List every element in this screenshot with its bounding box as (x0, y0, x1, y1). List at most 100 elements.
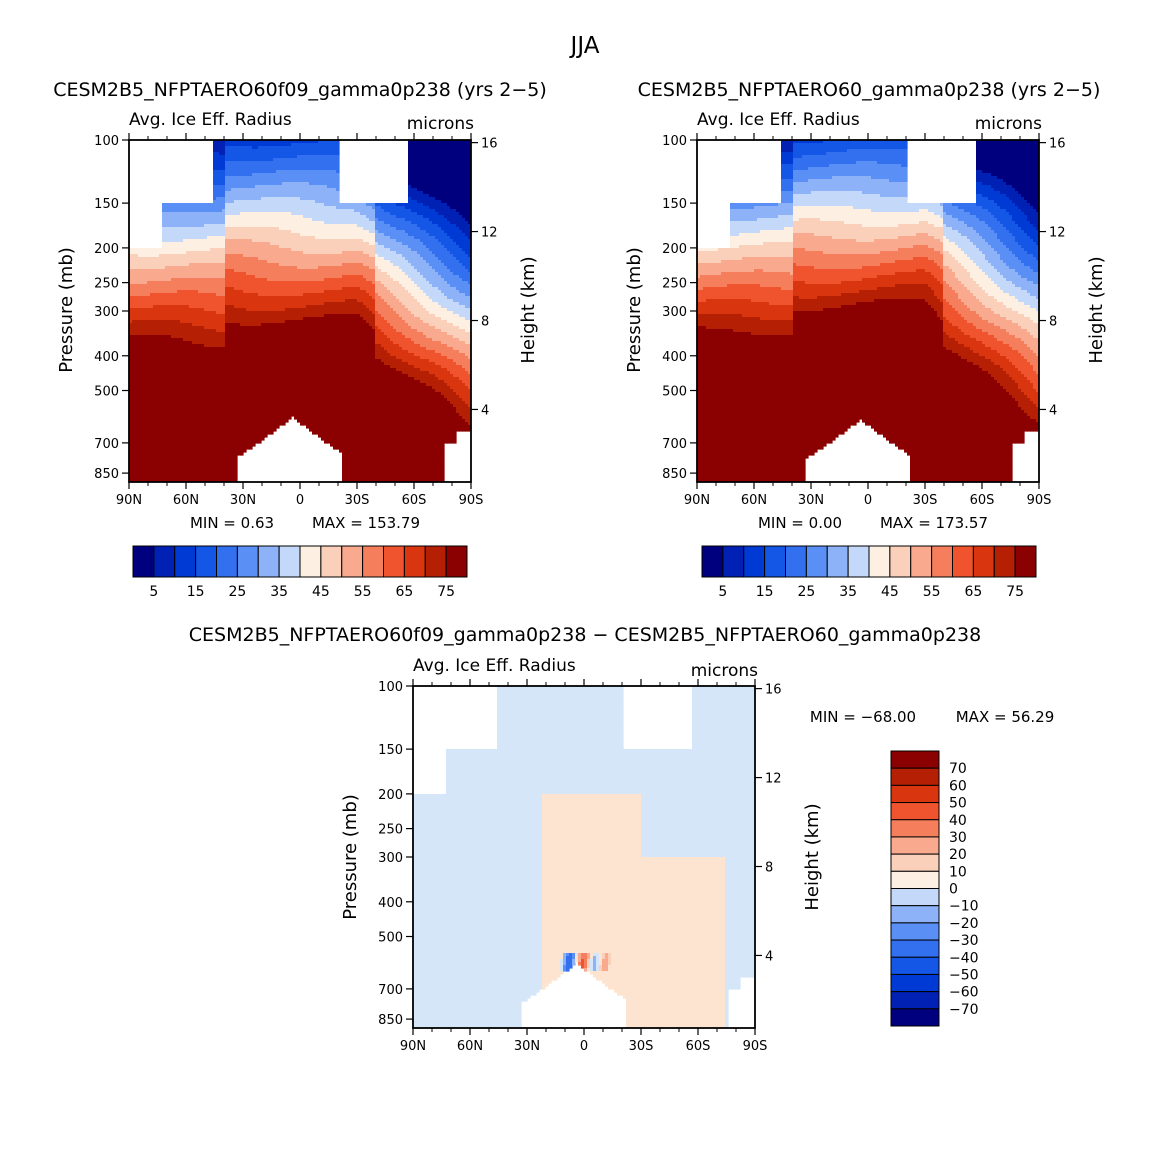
contour-cell (207, 275, 211, 279)
contour-cell (252, 323, 256, 327)
contour-cell (174, 290, 178, 294)
contour-cell (135, 263, 139, 267)
contour-cell (231, 386, 235, 390)
contour-cell (144, 440, 148, 444)
contour-cell (246, 431, 250, 435)
contour-cell (231, 320, 235, 324)
contour-cell (261, 347, 265, 351)
contour-cell (237, 344, 241, 348)
contour-cell (276, 143, 280, 147)
contour-cell (165, 338, 169, 342)
contour-cell (228, 326, 232, 330)
contour-cell (237, 350, 241, 354)
contour-cell (135, 437, 139, 441)
contour-cell (195, 425, 199, 429)
contour-cell (150, 476, 154, 480)
contour-cell (177, 293, 181, 297)
contour-cell (231, 374, 235, 378)
contour-cell (249, 188, 253, 192)
contour-cell (237, 452, 241, 456)
contour-cell (183, 356, 187, 360)
contour-cell (141, 353, 145, 357)
contour-cell (210, 329, 214, 333)
contour-cell (276, 215, 280, 219)
contour-cell (180, 386, 184, 390)
contour-cell (264, 191, 268, 195)
contour-cell (225, 344, 229, 348)
contour-cell (282, 371, 286, 375)
contour-cell (180, 392, 184, 396)
contour-cell (261, 305, 265, 309)
contour-cell (132, 314, 136, 318)
contour-cell (282, 233, 286, 237)
contour-cell (231, 221, 235, 225)
contour-cell (261, 377, 265, 381)
contour-cell (156, 248, 160, 252)
contour-cell (252, 248, 256, 252)
contour-cell (210, 434, 214, 438)
contour-cell (267, 236, 271, 240)
contour-cell (231, 422, 235, 426)
contour-cell (243, 410, 247, 414)
contour-cell (147, 458, 151, 462)
contour-cell (282, 194, 286, 198)
contour-cell (276, 239, 280, 243)
contour-cell (246, 404, 250, 408)
contour-cell (192, 203, 196, 207)
contour-cell (279, 188, 283, 192)
contour-cell (186, 332, 190, 336)
contour-cell (192, 461, 196, 465)
contour-cell (273, 326, 277, 330)
contour-cell (177, 371, 181, 375)
contour-cell (168, 209, 172, 213)
contour-cell (267, 410, 271, 414)
contour-cell (255, 185, 259, 189)
contour-cell (264, 149, 268, 153)
contour-cell (231, 290, 235, 294)
contour-cell (159, 257, 163, 261)
contour-cell (252, 215, 256, 219)
contour-cell (261, 293, 265, 297)
contour-cell (174, 281, 178, 285)
contour-cell (270, 338, 274, 342)
contour-cell (144, 461, 148, 465)
contour-cell (144, 419, 148, 423)
contour-cell (168, 440, 172, 444)
contour-cell (249, 317, 253, 321)
contour-cell (171, 344, 175, 348)
contour-cell (279, 413, 283, 417)
contour-cell (225, 329, 229, 333)
contour-cell (237, 176, 241, 180)
contour-cell (183, 425, 187, 429)
contour-cell (285, 182, 289, 186)
contour-cell (225, 284, 229, 288)
contour-cell (237, 428, 241, 432)
contour-cell (147, 290, 151, 294)
contour-cell (213, 188, 217, 192)
contour-cell (279, 287, 283, 291)
contour-cell (258, 398, 262, 402)
contour-cell (207, 422, 211, 426)
contour-cell (261, 155, 265, 159)
contour-cell (255, 326, 259, 330)
contour-cell (222, 425, 226, 429)
contour-cell (237, 206, 241, 210)
contour-cell (219, 269, 223, 273)
contour-cell (237, 308, 241, 312)
contour-cell (168, 452, 172, 456)
contour-cell (234, 344, 238, 348)
contour-cell (237, 281, 241, 285)
contour-cell (210, 221, 214, 225)
contour-cell (279, 407, 283, 411)
contour-cell (222, 335, 226, 339)
contour-cell (234, 428, 238, 432)
contour-cell (195, 209, 199, 213)
contour-cell (255, 191, 259, 195)
contour-cell (216, 431, 220, 435)
contour-cell (213, 308, 217, 312)
contour-cell (138, 437, 142, 441)
contour-cell (231, 224, 235, 228)
contour-cell (147, 266, 151, 270)
contour-cell (276, 356, 280, 360)
contour-cell (273, 341, 277, 345)
